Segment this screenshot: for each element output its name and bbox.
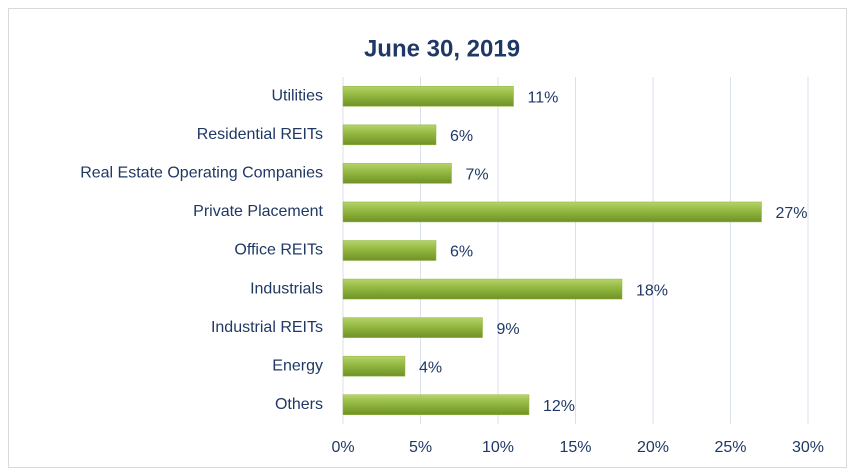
y-tick-label: Industrials (250, 280, 323, 297)
x-tick-label: 20% (637, 439, 669, 456)
data-label: 11% (528, 89, 559, 106)
chart-border (8, 8, 847, 468)
data-label: 18% (636, 282, 668, 299)
x-tick-label: 30% (792, 439, 824, 456)
data-label: 12% (543, 398, 575, 415)
y-tick-label: Others (275, 396, 323, 413)
data-label: 9% (497, 321, 520, 338)
bar (342, 394, 530, 415)
data-label: 7% (466, 167, 489, 184)
y-tick-label: Office REITs (234, 242, 323, 259)
y-tick-label: Utilities (271, 87, 323, 104)
bar (342, 124, 437, 146)
data-label: 27% (776, 205, 808, 222)
y-tick-label: Energy (272, 357, 323, 374)
x-tick-label: 15% (559, 439, 591, 456)
x-tick-label: 10% (482, 439, 514, 456)
y-tick-label: Private Placement (193, 203, 323, 220)
x-tick-label: 0% (331, 439, 354, 456)
y-tick-label: Real Estate Operating Companies (80, 165, 323, 182)
chart-title: June 30, 2019 (364, 35, 520, 62)
x-tick-label: 5% (409, 439, 432, 456)
bar (342, 240, 437, 261)
bar (342, 163, 452, 184)
y-tick-label: Residential REITs (197, 126, 323, 143)
bar (342, 278, 623, 300)
bar (342, 355, 406, 377)
x-tick-label: 25% (714, 439, 746, 456)
data-label: 4% (419, 359, 442, 376)
data-label: 6% (450, 244, 473, 261)
bar (342, 201, 762, 223)
y-tick-label: Industrial REITs (211, 319, 323, 336)
bar (342, 86, 514, 107)
bar (342, 317, 483, 338)
data-label: 6% (450, 128, 473, 145)
